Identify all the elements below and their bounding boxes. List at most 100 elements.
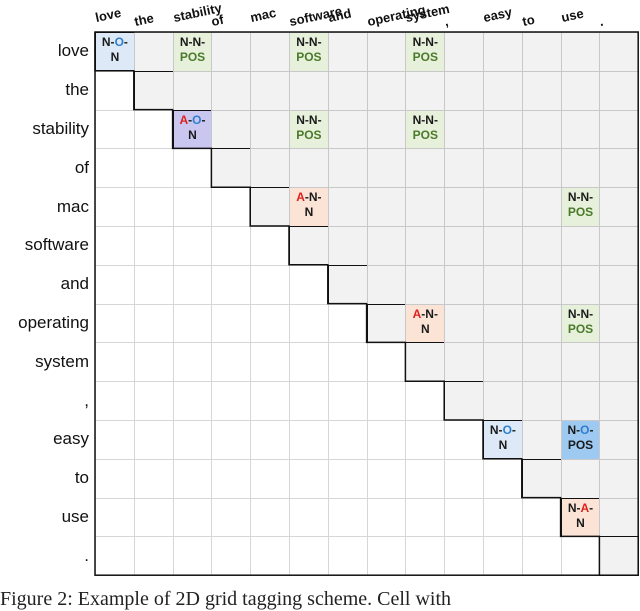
grid-cell [444,148,484,189]
grid-cell [289,148,329,189]
grid-cell [95,536,135,577]
tag-label: N-N- POS [412,112,438,142]
grid-cell [289,458,329,499]
grid-cell [444,458,484,499]
row-header: use [61,507,89,526]
row-header: to [74,468,89,488]
tag-cell: N-N- POS [289,32,329,72]
grid-cell [289,303,329,344]
tag-cell: A-O- N [172,109,213,150]
grid-cell [366,458,407,499]
grid-cell [95,420,135,460]
grid-cell [405,70,446,111]
grid-cell [366,342,407,383]
grid-cell [172,148,213,189]
grid-cell [211,458,252,499]
grid-cell [250,70,290,111]
grid-cell [521,109,562,150]
row-header: the [65,80,89,100]
grid-cell [366,536,407,577]
row-header: software [24,235,89,255]
grid-cell [250,109,290,150]
grid-cell [444,226,484,266]
grid-cell [560,32,601,72]
grid-cell [95,187,135,227]
row-header: mac [56,196,89,216]
row-header: stability [32,119,89,138]
grid-cell [211,70,252,111]
grid-cell [444,32,484,72]
grid-cell [327,420,368,460]
grid-cell [172,226,213,266]
grid-cell [289,381,329,421]
grid-cell [366,226,407,266]
grid-cell [211,264,252,305]
grid-cell [560,264,601,305]
grid-cell [405,420,446,460]
tag-label: N-N- POS [296,112,322,142]
grid-cell [250,458,290,499]
grid-cell [483,303,523,344]
grid-cell [133,536,174,577]
grid-cell [560,70,601,111]
grid-cell [289,497,329,538]
grid-cell [133,148,174,189]
grid-cell [327,303,368,344]
grid-cell [211,148,252,189]
grid-cell [250,536,290,577]
column-header: . [598,13,605,29]
row-header: and [60,274,89,294]
column-header: the [132,10,155,29]
grid-cell [483,536,523,577]
grid-cell [133,303,174,344]
grid-cell [560,109,601,150]
grid-cell [133,381,174,421]
tag-cell: N-O- POS [560,420,601,460]
grid-cell [327,458,368,499]
grid-cell [172,420,213,460]
grid-cell [95,497,135,538]
grid-cell [133,70,174,111]
column-header: love [93,4,123,26]
grid-cell [172,187,213,227]
tag-label: N-A- N [567,500,594,530]
grid-cell [560,148,601,189]
grid-cell [250,187,290,227]
grid-cell [211,32,252,72]
grid-cell [405,342,446,383]
grid-cell [95,109,135,150]
tag-cell: N-N- POS [172,32,213,72]
grid-cell [133,32,174,72]
grid-cell [211,109,252,150]
grid-cell [327,342,368,383]
grid-cell [599,536,640,577]
grid-cell [289,342,329,383]
grid-cell [521,70,562,111]
grid-cell [250,381,290,421]
grid-cell [521,381,562,421]
grid-cell [599,187,640,227]
grid-cell [444,342,484,383]
grid-cell [133,264,174,305]
row-header: operating [18,313,89,332]
row-header: easy [53,429,89,449]
grid-cell [327,264,368,305]
grid-cell [366,187,407,227]
column-header: use [559,5,585,25]
grid-cell [172,303,213,344]
grid-cell [95,148,135,189]
row-header: love [57,41,89,61]
grid-cell [211,536,252,577]
grid-cell [95,303,135,344]
grid-cell [172,536,213,577]
grid-cell [366,70,407,111]
grid-cell [289,226,329,266]
tag-cell: N-A- N [560,497,601,538]
grid-cell [483,342,523,383]
grid-cell [483,148,523,189]
grid-cell [444,187,484,227]
tag-label: N-N- POS [567,190,594,220]
grid-cell [133,342,174,383]
grid-cell [211,303,252,344]
grid-cell [366,420,407,460]
